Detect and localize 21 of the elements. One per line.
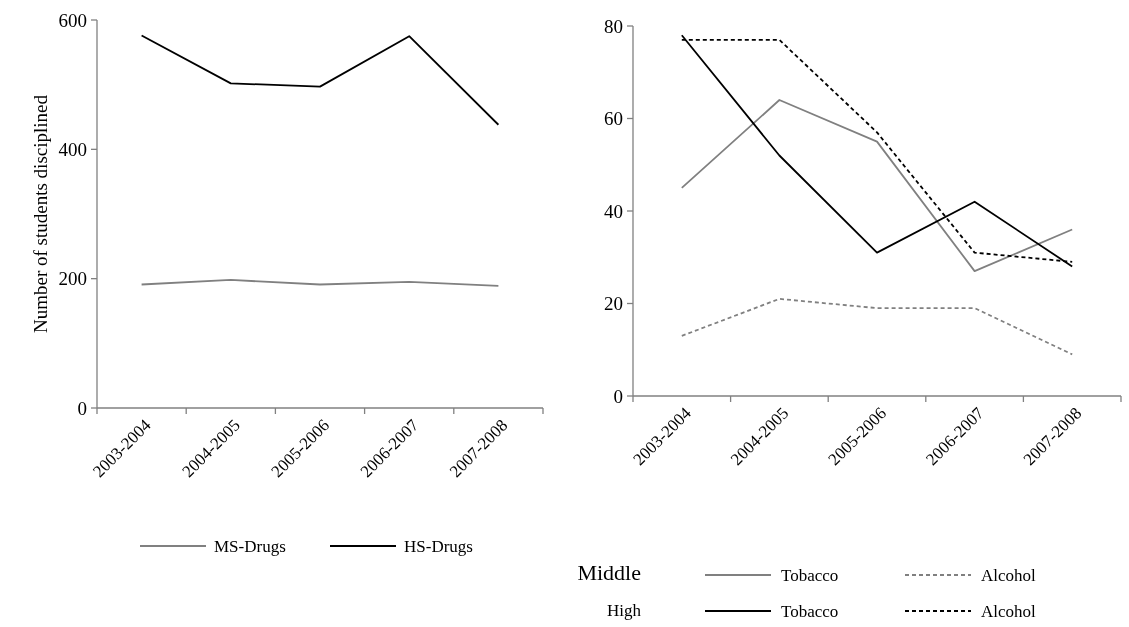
y-tick-label: 600 [58,9,87,31]
line-series [680,297,1074,356]
y-tick-label: 0 [77,397,87,419]
legend-label: Tobacco [781,602,839,621]
text: Middle [577,560,641,585]
y-tick-label: 20 [604,293,623,315]
y-tick-label: 0 [613,385,623,407]
legend-label: MS-Drugs [214,537,286,556]
y-tick-label: 60 [604,108,623,130]
legend-label: Alcohol [981,566,1037,585]
y-tick-label: 80 [604,15,623,37]
y-tick-label: 400 [58,138,87,160]
y-tick-label: 40 [604,200,623,222]
legend-label: HS-Drugs [404,537,473,556]
y-tick-label: 200 [58,268,87,290]
y-axis-title: Number of students disciplined [30,94,51,333]
text: High [607,601,642,620]
line-series [140,34,500,126]
legend-label: Alcohol [981,602,1037,621]
legend-label: Tobacco [781,566,839,585]
line-series [680,99,1074,273]
